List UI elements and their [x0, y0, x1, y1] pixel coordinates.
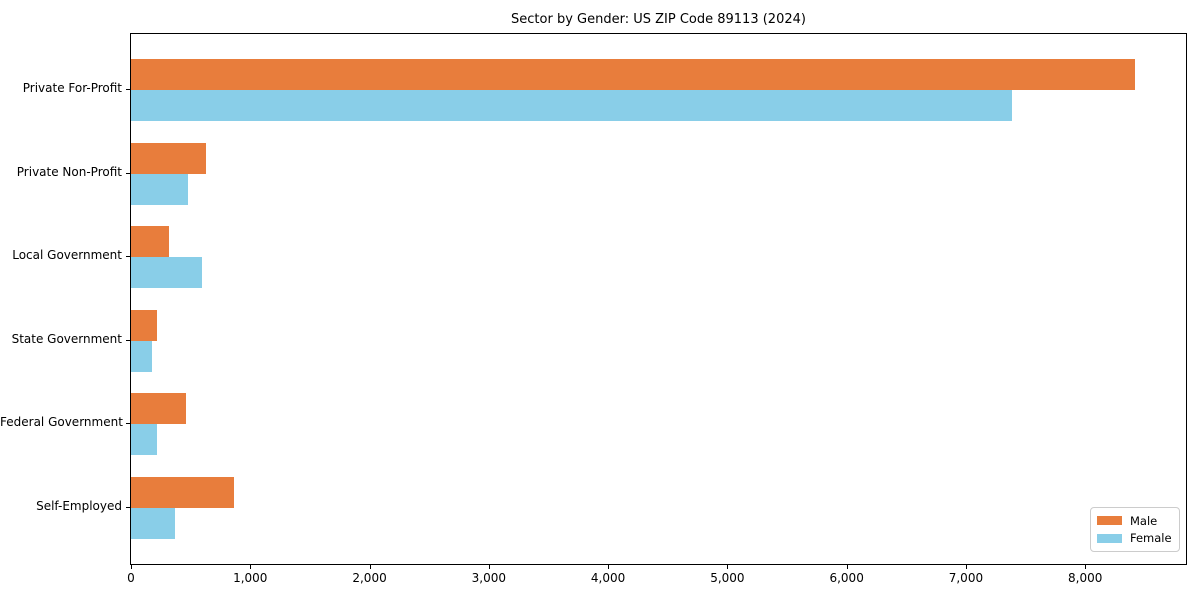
x-tick-mark [727, 565, 729, 569]
bar-male-5 [131, 393, 186, 425]
x-tick-mark [488, 565, 490, 569]
legend-item-female: Female [1097, 531, 1173, 545]
x-tick-label: 4,000 [590, 571, 626, 585]
x-tick-label: 8,000 [1068, 571, 1103, 585]
bar-female-5 [131, 424, 157, 456]
chart-title: Sector by Gender: US ZIP Code 89113 (202… [511, 12, 806, 27]
y-tick-label: Private Non-Profit [16, 164, 122, 179]
bar-male-2 [131, 142, 206, 174]
bar-male-4 [131, 309, 157, 341]
x-tick-mark [846, 565, 848, 569]
y-tick-label: Private For-Profit [22, 81, 122, 95]
x-tick-label: 0 [127, 571, 135, 585]
x-tick-label: 5,000 [710, 571, 745, 585]
y-tick-mark [126, 256, 130, 258]
x-tick-mark [608, 565, 610, 569]
bar-male-3 [131, 226, 169, 258]
bar-female-4 [131, 340, 152, 372]
x-tick-mark [250, 565, 252, 569]
legend-label-female: Female [1130, 531, 1172, 546]
y-tick-label: Self-Employed [36, 499, 122, 513]
x-tick-label: 2,000 [352, 571, 387, 585]
x-tick-label: 3,000 [471, 571, 506, 585]
bar-female-1 [131, 90, 1012, 121]
bar-female-6 [131, 508, 175, 539]
legend-label-male: Male [1130, 513, 1158, 528]
y-tick-mark [126, 507, 130, 508]
x-tick-label: 6,000 [829, 571, 864, 585]
x-tick-label: 1,000 [233, 571, 268, 585]
legend: Male Female [1090, 507, 1180, 552]
x-tick-mark [369, 565, 371, 569]
x-tick-mark [965, 565, 967, 569]
bar-female-3 [131, 257, 202, 289]
bar-male-1 [131, 59, 1135, 90]
legend-swatch-male-icon [1097, 516, 1122, 526]
legend-item-male: Male [1097, 514, 1173, 528]
y-tick-mark [126, 89, 130, 90]
x-tick-mark [1085, 565, 1087, 569]
y-tick-label: Federal Government [0, 415, 123, 430]
bar-female-2 [131, 173, 188, 205]
bar-male-6 [131, 477, 234, 508]
x-tick-label: 7,000 [948, 571, 984, 585]
legend-swatch-female-icon [1097, 533, 1122, 543]
y-tick-mark [126, 172, 130, 174]
x-tick-mark [131, 565, 132, 569]
y-tick-mark [126, 423, 130, 425]
y-tick-label: Local Government [12, 248, 122, 263]
y-tick-label: State Government [11, 331, 122, 346]
plot-area [130, 33, 1187, 565]
y-tick-mark [126, 339, 130, 341]
